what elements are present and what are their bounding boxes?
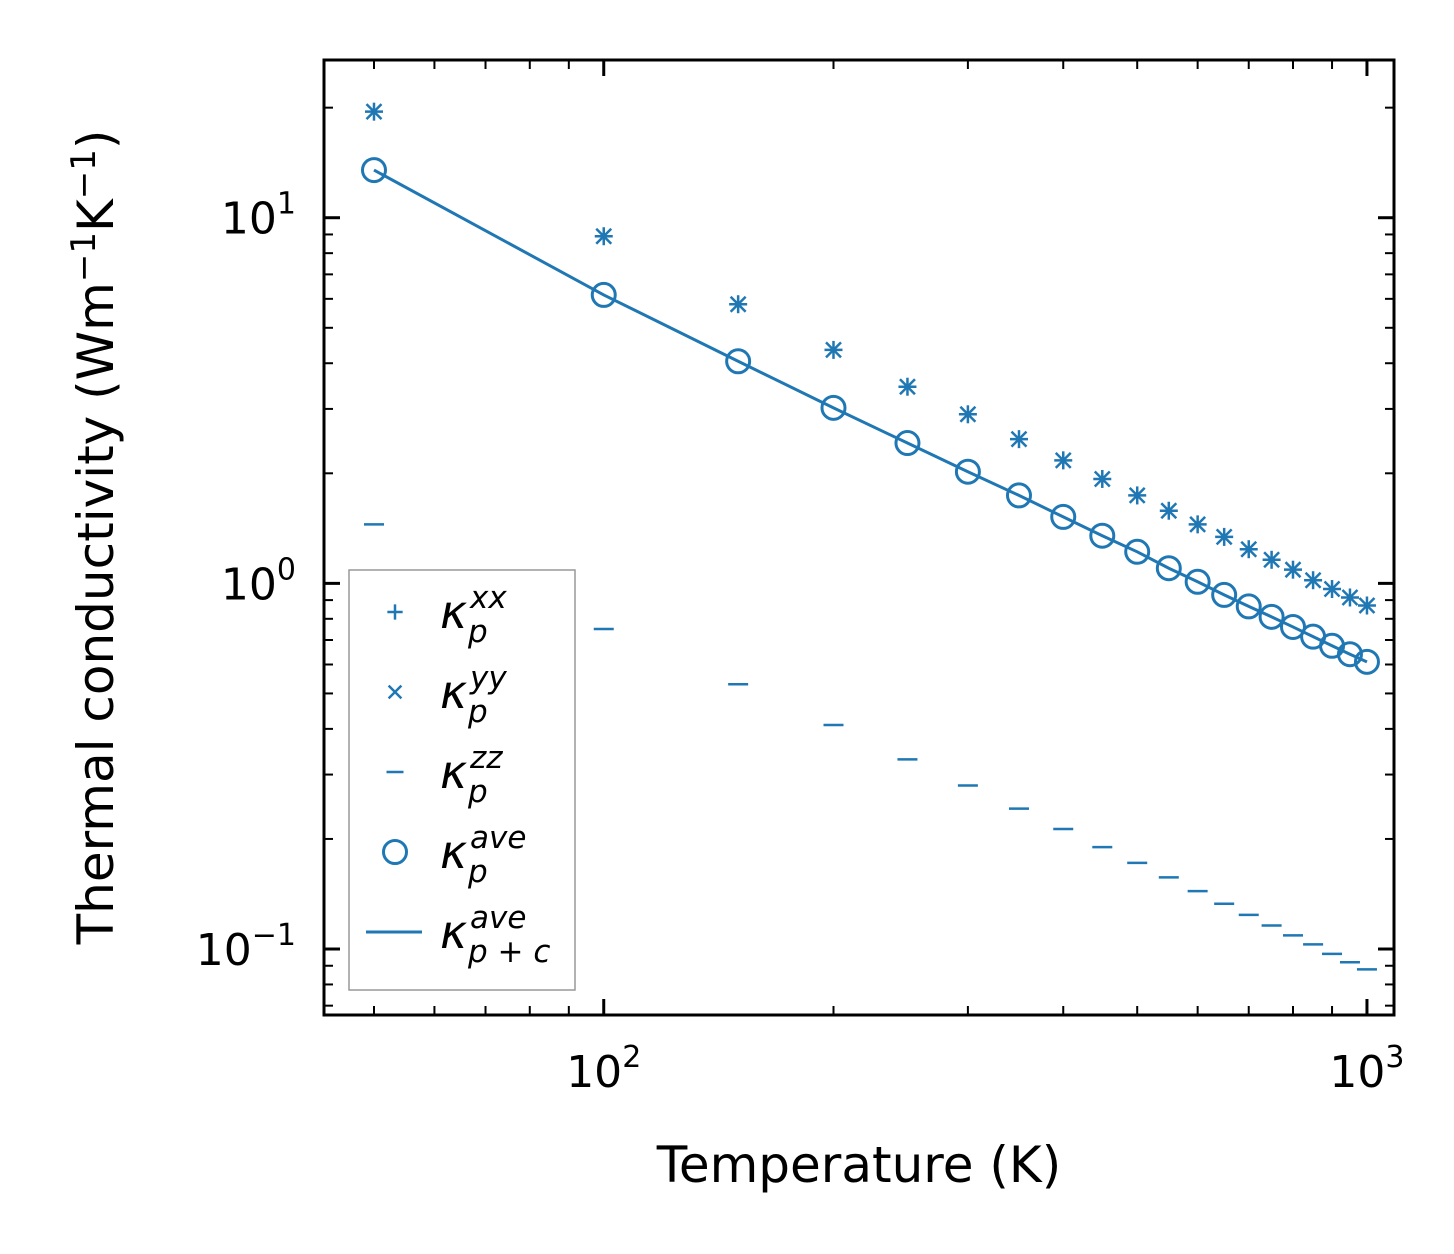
y-tick-label: 10−1	[196, 918, 296, 976]
data-point-kappa_p_yy	[1010, 430, 1028, 448]
data-point-kappa_p_yy	[729, 295, 747, 313]
data-point-kappa_p_ave	[1005, 482, 1032, 509]
data-point-kappa_p_yy	[1358, 597, 1376, 614]
y-label-main: Thermal conductivity (Wm	[67, 282, 125, 945]
legend-entry: κave p	[382, 820, 526, 890]
data-point-kappa_p_ave	[1235, 593, 1262, 620]
legend-sub: p	[467, 694, 488, 730]
legend-marker-circle	[382, 839, 408, 865]
data-point-kappa_p_yy	[825, 341, 842, 359]
legend-marker-plus	[387, 604, 403, 620]
legend-sup: yy	[469, 660, 507, 696]
legend-symbol: κ	[440, 585, 467, 639]
data-point-kappa_p_ave	[820, 394, 847, 421]
data-layer	[360, 102, 1380, 971]
data-point-kappa_p_yy	[1240, 540, 1258, 558]
series-line-kappa_pc_ave	[373, 168, 1368, 664]
data-point-kappa_p_yy	[1189, 515, 1207, 533]
data-point-kappa_p_yy	[1304, 571, 1322, 589]
data-point-kappa_p_ave	[894, 430, 921, 457]
legend-label: κave p	[440, 820, 526, 890]
legend-sup: ave	[470, 900, 526, 936]
legend-symbol: κ	[440, 665, 467, 719]
y-axis-label: Thermal conductivity (Wm−1K−1)	[64, 130, 125, 946]
y-tick-label: 100	[221, 552, 296, 610]
tick-base: 10	[196, 925, 252, 976]
legend-label: κave p + c	[440, 900, 550, 970]
legend-label: κyy p	[440, 660, 507, 730]
data-point-kappa_p_ave	[954, 458, 981, 485]
tick-base: 10	[566, 1047, 622, 1098]
legend-sub: p + c	[467, 934, 550, 970]
data-point-kappa_p_yy	[1341, 589, 1359, 606]
data-point-kappa_p_yy	[1128, 487, 1146, 504]
data-point-kappa_p_ave	[1353, 648, 1380, 675]
legend-label: κxx p	[440, 580, 507, 650]
series-kappa_p_yy	[365, 103, 1376, 614]
y-label-mid: K	[67, 198, 125, 232]
x-tick-label: 102	[566, 1040, 641, 1098]
tick-exponent: 0	[277, 552, 296, 587]
tick-exponent: 1	[277, 187, 296, 222]
tick-base: 10	[1329, 1047, 1385, 1098]
legend-sup: xx	[469, 580, 507, 616]
data-point-kappa_p_yy	[1284, 561, 1302, 579]
data-point-kappa_p_yy	[365, 103, 383, 121]
legend-sub: p	[467, 774, 488, 810]
legend-sub: p	[467, 854, 488, 890]
data-point-kappa_p_yy	[1323, 580, 1341, 598]
plot-frame	[322, 58, 1396, 1017]
legend-sup: zz	[469, 740, 503, 776]
legend-symbol: κ	[440, 745, 467, 799]
series-kappa_p_ave	[360, 157, 1380, 675]
data-point-kappa_p_ave	[1050, 503, 1077, 530]
series-kappa_p_zz	[363, 523, 1377, 971]
data-point-kappa_p_ave	[1184, 568, 1211, 595]
data-point-kappa_p_yy	[1093, 470, 1111, 488]
data-point-kappa_p_yy	[1215, 528, 1233, 546]
tick-exponent: 2	[622, 1040, 641, 1075]
data-point-kappa_p_yy	[1160, 502, 1178, 520]
data-point-kappa_p_ave	[1155, 555, 1182, 582]
legend-symbol: κ	[440, 905, 467, 959]
legend-entry: κxx p	[387, 580, 507, 650]
legend-sub: p	[467, 614, 488, 650]
legend-symbol: κ	[440, 825, 467, 879]
data-point-kappa_p_yy	[899, 378, 916, 396]
tick-exponent: 3	[1385, 1040, 1404, 1075]
legend-sup: ave	[470, 820, 526, 856]
y-label-exp: −1	[64, 232, 104, 282]
data-point-kappa_p_ave	[1124, 538, 1151, 565]
tick-exponent: −1	[252, 918, 296, 953]
tick-base: 10	[221, 194, 277, 245]
data-point-kappa_p_yy	[1263, 551, 1280, 569]
data-point-kappa_p_yy	[959, 405, 977, 423]
x-axis-label: Temperature (K)	[656, 1136, 1061, 1194]
data-point-kappa_p_ave	[725, 348, 752, 375]
y-label-end: )	[67, 130, 125, 150]
x-tick-label: 103	[1329, 1040, 1404, 1098]
legend-entry: κzz p	[386, 740, 503, 810]
y-tick-label: 101	[221, 187, 296, 245]
data-point-kappa_p_yy	[1054, 451, 1072, 469]
data-point-kappa_p_ave	[1089, 522, 1116, 549]
tick-base: 10	[221, 559, 277, 610]
data-point-kappa_p_ave	[1258, 603, 1285, 630]
legend-entry: κave p + c	[366, 900, 550, 970]
legend-marker-x	[387, 684, 403, 700]
legend-entry: κyy p	[387, 660, 507, 730]
data-point-kappa_p_ave	[1336, 641, 1363, 668]
data-point-kappa_p_yy	[595, 227, 613, 245]
y-label-exp2: −1	[64, 149, 104, 199]
data-point-kappa_p_ave	[590, 281, 617, 308]
data-point-kappa_p_ave	[360, 157, 387, 184]
legend-label: κzz p	[440, 740, 503, 810]
legend-frame	[348, 569, 576, 991]
data-point-kappa_p_ave	[1211, 581, 1238, 608]
